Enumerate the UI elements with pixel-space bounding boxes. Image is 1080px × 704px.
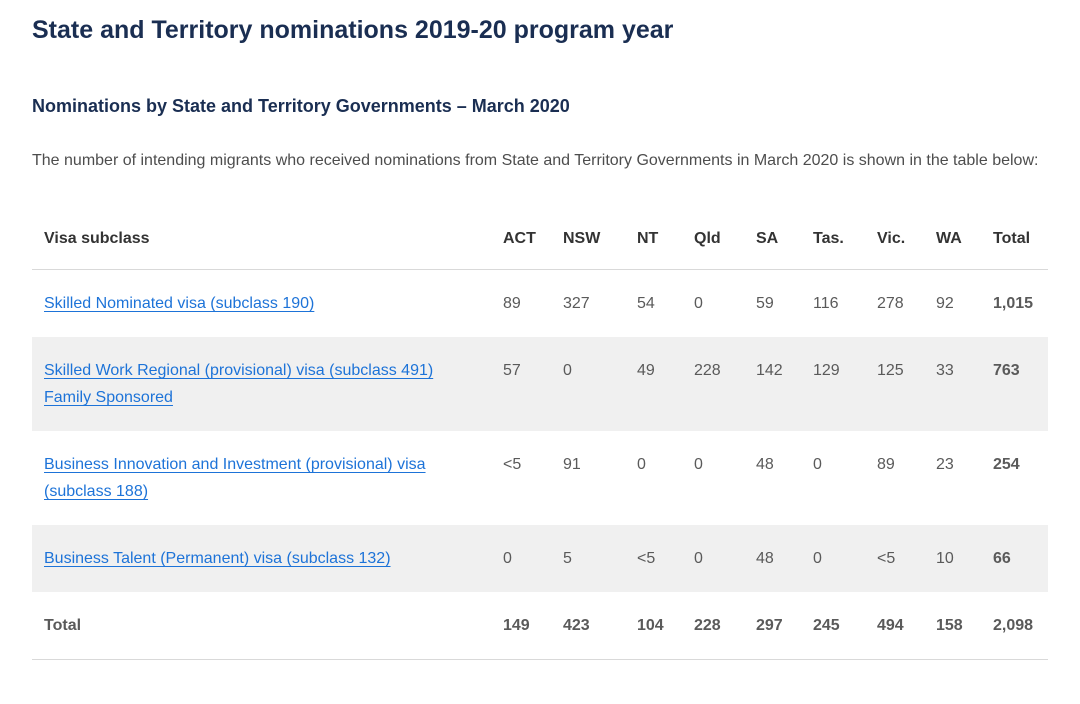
visa-subclass-link[interactable]: Business Innovation and Investment (prov… [44,456,426,500]
data-cell: 0 [503,550,512,567]
row-total-cell: 66 [993,550,1011,567]
visa-subclass-link[interactable]: Skilled Work Regional (provisional) visa… [44,362,434,406]
data-cell: <5 [637,550,656,567]
total-cell: 149 [491,592,551,660]
visa-subclass-link[interactable]: Business Talent (Permanent) visa (subcla… [44,550,391,567]
col-header-tas: Tas. [801,209,865,270]
section-heading: Nominations by State and Territory Gover… [32,95,570,116]
nominations-table: Visa subclass ACT NSW NT Qld SA Tas. Vic… [32,209,1048,660]
total-cell: 158 [924,592,981,660]
data-cell: 0 [813,550,822,567]
data-cell: 129 [813,362,840,379]
data-cell: 10 [936,550,954,567]
data-cell: 142 [756,362,783,379]
header-row: Visa subclass ACT NSW NT Qld SA Tas. Vic… [32,209,1048,270]
col-header-act: ACT [491,209,551,270]
data-cell: 0 [694,550,703,567]
total-cell: 245 [801,592,865,660]
total-cell: 104 [625,592,682,660]
data-cell: 89 [503,295,521,312]
col-header-vic: Vic. [865,209,924,270]
total-row-label: Total [32,592,491,660]
data-cell: 89 [877,456,895,473]
row-total-cell: 1,015 [993,295,1034,312]
table-row: Skilled Nominated visa (subclass 190) 89… [32,270,1048,338]
data-cell: 57 [503,362,521,379]
row-total-cell: 763 [993,362,1020,379]
total-cell: 423 [551,592,625,660]
grand-total-cell: 2,098 [981,592,1048,660]
col-header-wa: WA [924,209,981,270]
total-cell: 297 [744,592,801,660]
data-cell: 327 [563,295,590,312]
total-row: Total 149 423 104 228 297 245 494 158 2,… [32,592,1048,660]
data-cell: 59 [756,295,774,312]
col-header-qld: Qld [682,209,744,270]
table-row: Business Talent (Permanent) visa (subcla… [32,525,1048,592]
data-cell: 23 [936,456,954,473]
total-cell: 228 [682,592,744,660]
table-row: Business Innovation and Investment (prov… [32,431,1048,525]
data-cell: 49 [637,362,655,379]
data-cell: 0 [813,456,822,473]
data-cell: 278 [877,295,904,312]
data-cell: 125 [877,362,904,379]
col-header-visa-subclass: Visa subclass [32,209,491,270]
col-header-nsw: NSW [551,209,625,270]
page-title: State and Territory nominations 2019-20 … [32,16,674,44]
intro-text: The number of intending migrants who rec… [32,152,1039,169]
data-cell: <5 [503,456,522,473]
data-cell: 0 [637,456,646,473]
total-cell: 494 [865,592,924,660]
table-row: Skilled Work Regional (provisional) visa… [32,337,1048,431]
data-cell: <5 [877,550,896,567]
data-cell: 0 [694,295,703,312]
data-cell: 33 [936,362,954,379]
data-cell: 92 [936,295,954,312]
data-cell: 48 [756,550,774,567]
data-cell: 0 [694,456,703,473]
visa-subclass-cell: Skilled Nominated visa (subclass 190) [32,270,491,338]
visa-subclass-cell: Business Innovation and Investment (prov… [32,431,491,525]
data-cell: 48 [756,456,774,473]
col-header-nt: NT [625,209,682,270]
visa-subclass-link[interactable]: Skilled Nominated visa (subclass 190) [44,295,315,312]
data-cell: 228 [694,362,721,379]
visa-subclass-cell: Business Talent (Permanent) visa (subcla… [32,525,491,592]
visa-subclass-cell: Skilled Work Regional (provisional) visa… [32,337,491,431]
data-cell: 5 [563,550,572,567]
col-header-sa: SA [744,209,801,270]
data-cell: 116 [813,295,839,312]
data-cell: 0 [563,362,572,379]
data-cell: 54 [637,295,655,312]
col-header-total: Total [981,209,1048,270]
row-total-cell: 254 [993,456,1020,473]
data-cell: 91 [563,456,581,473]
